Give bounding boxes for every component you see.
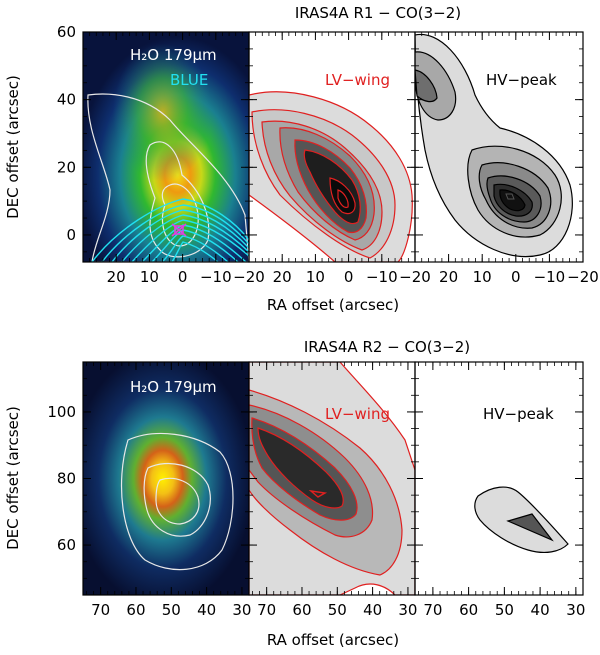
- x-tick-label: 10: [473, 268, 492, 286]
- r1-panel3-frame: [414, 31, 584, 263]
- r2-lv-wing-map: [249, 362, 415, 595]
- x-tick-label: 30: [398, 601, 417, 619]
- x-tick-label: 30: [566, 601, 585, 619]
- x-tick-label: 50: [162, 601, 181, 619]
- x-tick-label: 40: [197, 601, 216, 619]
- r2-hv-peak-map: [474, 486, 569, 554]
- x-tick-label: 20: [107, 268, 126, 286]
- r2-h2o-map: [83, 362, 249, 595]
- x-tick-label: 0: [344, 268, 354, 286]
- x-tick-label: 60: [459, 601, 478, 619]
- r2-hv-label: HV−peak: [483, 405, 554, 423]
- x-tick-label: −10: [366, 268, 398, 286]
- r1-blue-label: BLUE: [170, 71, 208, 89]
- r1-lv-wing-map: [249, 91, 413, 262]
- r2-title: IRAS4A R2 − CO(3−2): [304, 338, 470, 356]
- x-tick-label: 0: [178, 268, 188, 286]
- x-tick-label: 20: [273, 268, 292, 286]
- y-tick-label: 100: [47, 403, 76, 421]
- r1-hv-label: HV−peak: [486, 71, 557, 89]
- x-tick-label: 70: [423, 601, 442, 619]
- x-tick-label: 40: [531, 601, 550, 619]
- r1-xlabel: RA offset (arcsec): [267, 296, 399, 314]
- x-tick-label: 70: [257, 601, 276, 619]
- x-tick-label: 60: [292, 601, 311, 619]
- x-tick-label: 50: [328, 601, 347, 619]
- r2-panel3-frame: [414, 361, 584, 596]
- x-tick-label: 20: [439, 268, 458, 286]
- x-tick-label: 0: [511, 268, 521, 286]
- x-tick-label: 30: [232, 601, 251, 619]
- r1-title: IRAS4A R1 − CO(3−2): [295, 4, 461, 22]
- r2-axes: 70 60 50 40 30 70 60 50 40 30 70 60 50 40 30 60 80 100: [47, 361, 585, 619]
- x-tick-label: 70: [91, 601, 110, 619]
- r2-ylabel: DEC offset (arcsec): [4, 406, 22, 550]
- x-tick-label: −20: [233, 268, 265, 286]
- y-tick-label: 80: [57, 470, 76, 488]
- x-tick-label: 10: [140, 268, 159, 286]
- x-tick-label: −20: [399, 268, 431, 286]
- y-tick-label: 60: [57, 536, 76, 554]
- y-tick-label: 20: [57, 158, 76, 176]
- r1-hv-peak-map: [415, 33, 573, 258]
- r1-lv-label: LV−wing: [325, 71, 390, 89]
- y-tick-label: 0: [66, 226, 76, 244]
- r1-h2o-map: [83, 32, 249, 262]
- x-tick-label: −10: [534, 268, 566, 286]
- y-tick-label: 40: [57, 91, 76, 109]
- blue-outflow-contours: [91, 198, 249, 262]
- x-tick-label: 40: [363, 601, 382, 619]
- r2-lv-label: LV−wing: [325, 405, 390, 423]
- x-tick-label: 10: [306, 268, 325, 286]
- x-tick-label: −10: [200, 268, 232, 286]
- r1-h2o-label: H₂O 179μm: [130, 46, 217, 64]
- x-tick-label: −20: [567, 268, 599, 286]
- r2-h2o-label: H₂O 179μm: [130, 378, 217, 396]
- x-tick-label: 60: [126, 601, 145, 619]
- source-marker: [171, 223, 187, 237]
- x-tick-label: 50: [495, 601, 514, 619]
- r1-ylabel: DEC offset (arcsec): [4, 75, 22, 219]
- y-tick-label: 60: [57, 23, 76, 41]
- r2-xlabel: RA offset (arcsec): [267, 631, 399, 649]
